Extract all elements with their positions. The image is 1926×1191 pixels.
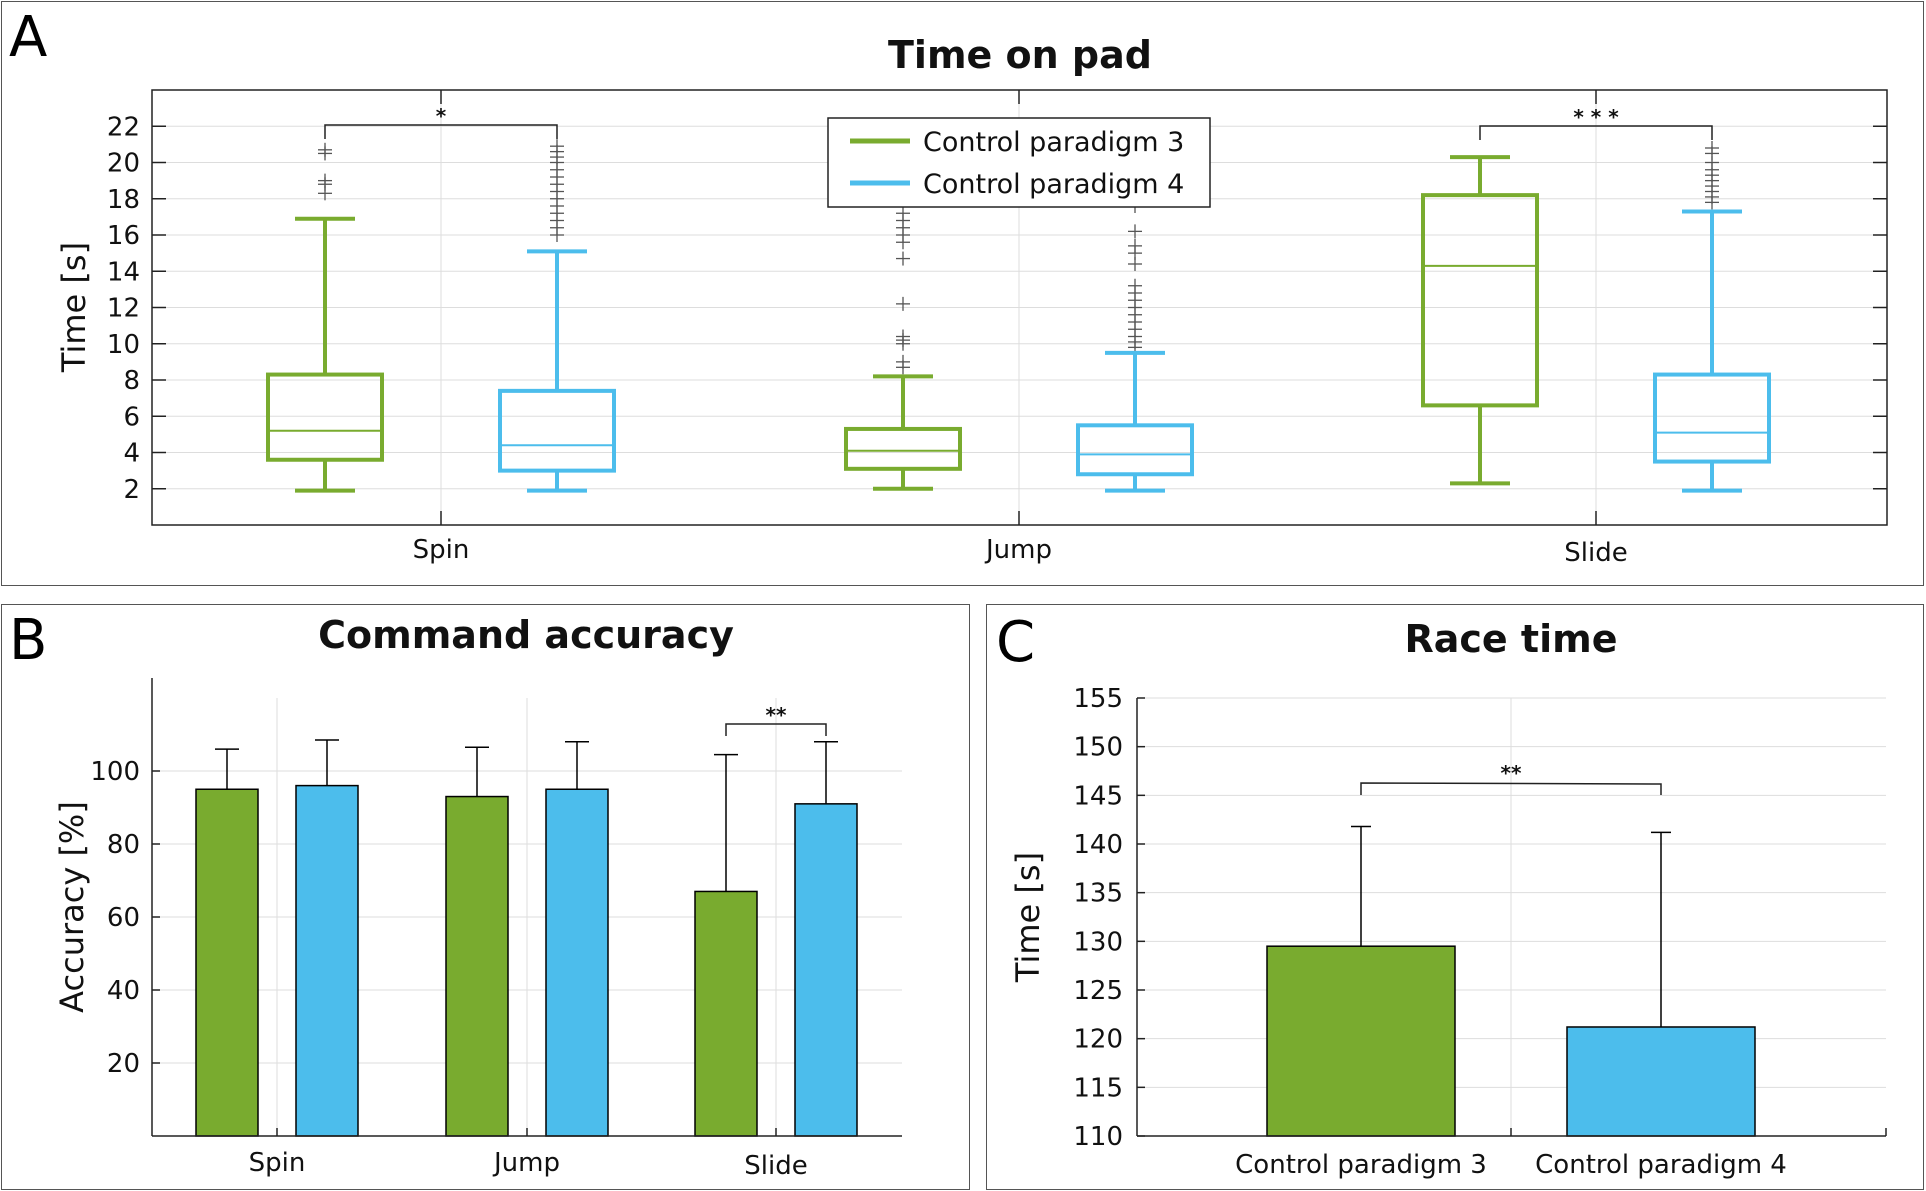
box-iqr xyxy=(1076,423,1194,477)
y-tick-label: 20 xyxy=(107,1049,140,1079)
bracket-line xyxy=(1479,125,1713,140)
bar-control-paradigm-3 xyxy=(1266,945,1456,1137)
y-tick-label: 130 xyxy=(1073,927,1123,957)
bar-paradigm3-spin xyxy=(195,788,259,1137)
y-tick-label: 60 xyxy=(107,903,140,933)
y-tick-label: 140 xyxy=(1073,830,1123,860)
y-tick-label: 20 xyxy=(107,149,140,179)
legend-label: Control paradigm 3 xyxy=(923,127,1184,158)
box-paradigm3-spin xyxy=(266,142,384,493)
box-iqr xyxy=(1421,193,1539,408)
y-tick-label: 80 xyxy=(107,830,140,860)
significance-label: * * * xyxy=(1573,105,1619,129)
y-tick-label: 155 xyxy=(1073,684,1123,714)
box-paradigm3-slide xyxy=(1421,155,1539,486)
y-tick-label: 4 xyxy=(123,439,140,469)
bracket-line xyxy=(725,723,827,736)
y-tick-label: 115 xyxy=(1073,1073,1123,1103)
significance-label: * xyxy=(436,104,447,128)
box-iqr xyxy=(844,426,962,471)
chart-title: Race time xyxy=(1405,617,1618,661)
x-tick-label: Spin xyxy=(249,1148,306,1178)
x-tick-label: Slide xyxy=(744,1151,807,1181)
significance-bracket: ** xyxy=(1360,761,1662,795)
bar-paradigm3-jump xyxy=(445,795,509,1137)
significance-bracket-slide: ** xyxy=(725,703,827,736)
y-tick-label: 2 xyxy=(123,475,140,505)
panel-letter-a: A xyxy=(9,5,48,70)
box-paradigm3-jump xyxy=(844,206,962,491)
legend-box xyxy=(827,117,1211,208)
y-tick-label: 6 xyxy=(123,402,140,432)
y-tick-label: 135 xyxy=(1073,879,1123,909)
y-tick-label: 18 xyxy=(107,185,140,215)
bracket-line xyxy=(1360,782,1662,795)
box-iqr xyxy=(498,388,616,473)
race-time-bar-chart: Race time 110 115 120 125 130 135 140 145 150 155 C… xyxy=(1009,617,1887,1180)
y-tick-label: 110 xyxy=(1073,1122,1123,1152)
panel-b-command-accuracy: B Command accuracy 20 40 60 80 100 Spin Jump Sli… xyxy=(1,604,970,1190)
bar-paradigm3-slide xyxy=(694,890,758,1137)
y-tick-label: 125 xyxy=(1073,976,1123,1006)
x-tick-label: Jump xyxy=(984,535,1052,565)
y-axis-label: Time [s] xyxy=(1009,852,1047,983)
y-axis-label: Time [s] xyxy=(55,242,93,373)
y-tick-label: 10 xyxy=(107,330,140,360)
x-tick-label: Slide xyxy=(1564,538,1627,568)
significance-label: ** xyxy=(766,703,787,727)
time-on-pad-boxplot: Time on pad 2 4 6 8 10 12 14 16 18 20 22 Spin Jump Sli… xyxy=(55,33,1888,568)
y-tick-label: 12 xyxy=(107,294,140,324)
chart-title: Command accuracy xyxy=(318,613,734,657)
box-paradigm4-slide xyxy=(1653,141,1771,493)
y-tick-label: 40 xyxy=(107,976,140,1006)
y-axis-label: Accuracy [%] xyxy=(53,801,91,1013)
panel-c-race-time: C Race time 110 115 120 125 130 135 140 145 150 15… xyxy=(986,604,1924,1190)
command-accuracy-bar-chart: Command accuracy 20 40 60 80 100 Spin Jump Slide… xyxy=(53,613,902,1181)
y-tick-label: 150 xyxy=(1073,733,1123,763)
bar-control-paradigm-4 xyxy=(1566,1026,1756,1137)
x-tick-label: Jump xyxy=(492,1148,560,1178)
y-tick-label: 8 xyxy=(123,366,140,396)
y-tick-label: 100 xyxy=(90,757,140,787)
x-tick-label: Control paradigm 3 xyxy=(1235,1150,1487,1180)
bracket-line xyxy=(324,124,558,139)
panel-letter-c: C xyxy=(996,610,1036,675)
box-iqr xyxy=(266,372,384,462)
x-tick-label: Spin xyxy=(413,535,470,565)
significance-label: ** xyxy=(1501,761,1522,785)
bar-paradigm4-spin xyxy=(295,784,359,1137)
y-tick-label: 22 xyxy=(107,112,140,142)
legend: Control paradigm 3 Control paradigm 4 xyxy=(827,117,1211,208)
box-iqr xyxy=(1653,372,1771,464)
significance-bracket-slide: * * * xyxy=(1479,105,1713,140)
legend-label: Control paradigm 4 xyxy=(923,169,1184,200)
box-paradigm4-jump xyxy=(1076,199,1194,493)
y-tick-label: 120 xyxy=(1073,1025,1123,1055)
y-tick-label: 145 xyxy=(1073,781,1123,811)
panel-a-time-on-pad: A Time on pad 2 4 6 8 10 12 14 16 18 20 22 Spin Jump S… xyxy=(1,1,1924,586)
y-tick-label: 14 xyxy=(107,257,140,287)
x-tick-label: Control paradigm 4 xyxy=(1535,1150,1787,1180)
box-paradigm4-spin xyxy=(498,139,616,493)
bar-paradigm4-jump xyxy=(545,788,609,1137)
significance-bracket-spin: * xyxy=(324,104,558,139)
bar-paradigm4-slide xyxy=(794,803,858,1137)
y-tick-label: 16 xyxy=(107,221,140,251)
chart-title: Time on pad xyxy=(888,33,1152,77)
panel-letter-b: B xyxy=(9,608,48,673)
